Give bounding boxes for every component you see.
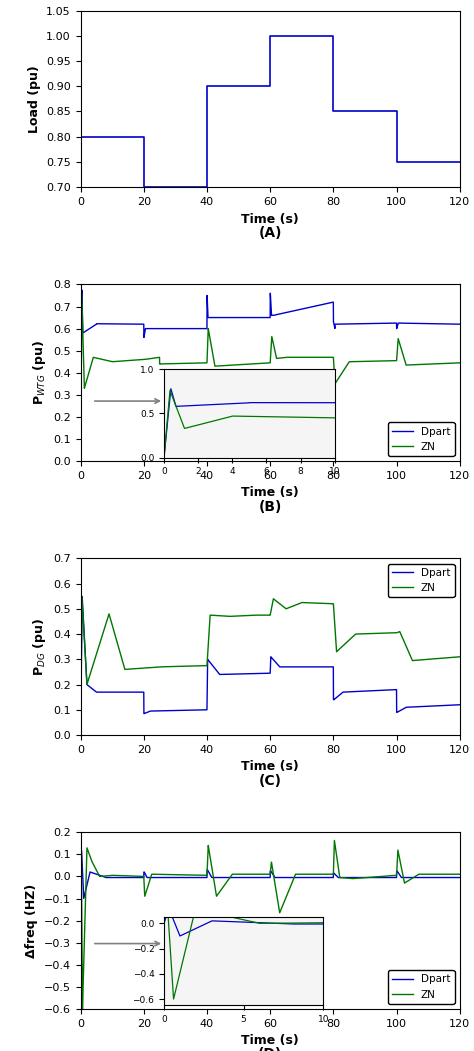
ZN — [324, 351, 330, 364]
ZN — [457, 356, 463, 369]
ZN — [390, 354, 395, 367]
X-axis label: Time (s): Time (s) — [241, 1034, 299, 1047]
Line: ZN: ZN — [81, 841, 460, 1009]
Line: Dpart: Dpart — [81, 850, 460, 899]
Text: (D): (D) — [258, 1048, 283, 1051]
ZN — [78, 870, 83, 883]
Dpart — [78, 455, 83, 468]
Line: ZN: ZN — [81, 294, 460, 461]
Y-axis label: P$_{DG}$ (pu): P$_{DG}$ (pu) — [30, 618, 47, 676]
Dpart — [146, 323, 152, 335]
ZN — [305, 597, 311, 610]
ZN — [457, 868, 463, 881]
Line: Dpart: Dpart — [81, 596, 460, 735]
Y-axis label: Δfreq (HZ): Δfreq (HZ) — [25, 884, 38, 957]
Dpart — [324, 297, 330, 310]
ZN — [79, 591, 85, 603]
ZN — [78, 455, 83, 468]
Dpart — [324, 661, 330, 674]
ZN — [79, 288, 84, 301]
ZN — [324, 597, 330, 610]
Dpart — [146, 705, 152, 718]
Dpart — [79, 844, 84, 857]
ZN — [80, 1003, 85, 1015]
Dpart — [147, 871, 153, 884]
Dpart — [79, 590, 85, 602]
ZN — [223, 359, 228, 372]
Dpart — [81, 892, 87, 905]
X-axis label: Time (s): Time (s) — [241, 212, 299, 226]
ZN — [78, 834, 84, 847]
Dpart — [305, 661, 311, 674]
ZN — [390, 626, 395, 639]
X-axis label: Time (s): Time (s) — [241, 487, 299, 499]
Dpart — [223, 668, 228, 681]
ZN — [325, 868, 330, 881]
Legend: Dpart, ZN: Dpart, ZN — [388, 423, 455, 456]
Dpart — [223, 871, 228, 884]
Dpart — [361, 317, 366, 330]
Dpart — [361, 685, 366, 698]
Y-axis label: P$_{WTG}$ (pu): P$_{WTG}$ (pu) — [30, 341, 47, 406]
Legend: Dpart, ZN: Dpart, ZN — [388, 970, 455, 1004]
ZN — [146, 661, 152, 674]
ZN — [223, 610, 228, 622]
ZN — [223, 878, 228, 890]
X-axis label: Time (s): Time (s) — [241, 760, 299, 774]
Dpart — [361, 871, 366, 884]
Dpart — [223, 311, 228, 324]
Line: ZN: ZN — [81, 597, 460, 735]
Y-axis label: Load (pu): Load (pu) — [27, 65, 41, 132]
Line: Dpart: Dpart — [81, 290, 460, 461]
ZN — [361, 355, 366, 368]
ZN — [78, 728, 83, 741]
Dpart — [390, 316, 395, 329]
ZN — [457, 651, 463, 663]
ZN — [305, 351, 311, 364]
Dpart — [79, 284, 85, 296]
ZN — [361, 627, 366, 640]
Dpart — [305, 302, 311, 314]
Legend: Dpart, ZN: Dpart, ZN — [388, 563, 455, 597]
Dpart — [325, 871, 330, 884]
Dpart — [457, 871, 463, 884]
Dpart — [457, 699, 463, 712]
ZN — [390, 869, 395, 882]
ZN — [305, 868, 311, 881]
Dpart — [390, 683, 395, 696]
ZN — [146, 352, 152, 365]
Text: (B): (B) — [258, 499, 282, 514]
Dpart — [78, 870, 83, 883]
Dpart — [78, 728, 83, 741]
Text: (C): (C) — [259, 774, 282, 787]
ZN — [361, 871, 366, 884]
Dpart — [390, 871, 395, 884]
ZN — [147, 874, 153, 887]
Dpart — [305, 871, 311, 884]
Text: (A): (A) — [258, 226, 282, 240]
Dpart — [457, 317, 463, 330]
